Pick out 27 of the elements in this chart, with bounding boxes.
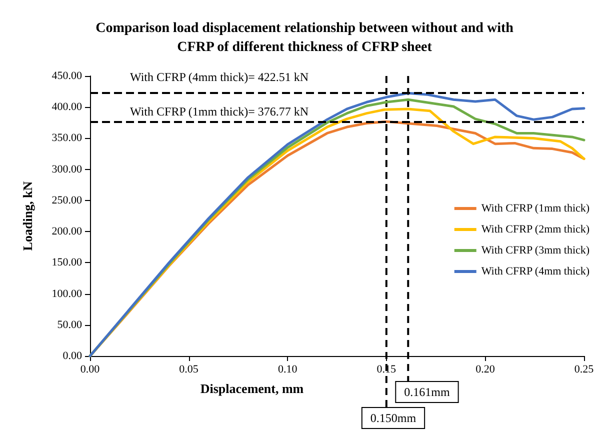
y-tick-label: 300.00 bbox=[52, 163, 82, 176]
x-tick-label: 0.25 bbox=[574, 364, 594, 376]
x-tick-label: 0.10 bbox=[278, 364, 298, 376]
ref-line-label: With CFRP (1mm thick)= 376.77 kN bbox=[130, 104, 309, 119]
y-axis-title: Loading, kN bbox=[20, 180, 35, 251]
y-tick-label: 200.00 bbox=[52, 226, 82, 238]
y-tick-label: 50.00 bbox=[57, 318, 82, 331]
y-tick-label: 250.00 bbox=[52, 194, 82, 206]
legend-label: With CFRP (4mm thick) bbox=[481, 266, 590, 278]
x-tick-label: 0.15 bbox=[376, 364, 397, 376]
x-tick-label: 0.00 bbox=[80, 364, 100, 376]
legend-label: With CFRP (2mm thick) bbox=[481, 224, 590, 236]
x-tick-label: 0.20 bbox=[476, 364, 496, 376]
legend-label: With CFRP (3mm thick) bbox=[481, 244, 590, 256]
ref-line-label: With CFRP (4mm thick)= 422.51 kN bbox=[130, 70, 309, 84]
y-tick-label: 150.00 bbox=[52, 256, 82, 269]
y-tick-label: 0.00 bbox=[62, 350, 82, 362]
x-tick-label: 0.05 bbox=[179, 364, 199, 376]
y-tick-label: 400.00 bbox=[52, 101, 82, 114]
y-tick-label: 450.00 bbox=[52, 70, 82, 82]
ref-line-label: 0.161mm bbox=[404, 385, 450, 399]
y-tick-label: 350.00 bbox=[52, 132, 82, 144]
legend-label: With CFRP (1mm thick) bbox=[481, 202, 590, 214]
chart-title: Comparison load displacement relationship between without and with CFRP of different thickness of CFRP sheet bbox=[96, 21, 514, 55]
y-tick-label: 100.00 bbox=[52, 288, 82, 300]
x-axis-title: Displacement, mm bbox=[200, 381, 304, 396]
ref-line-label: 0.150mm bbox=[370, 411, 417, 425]
